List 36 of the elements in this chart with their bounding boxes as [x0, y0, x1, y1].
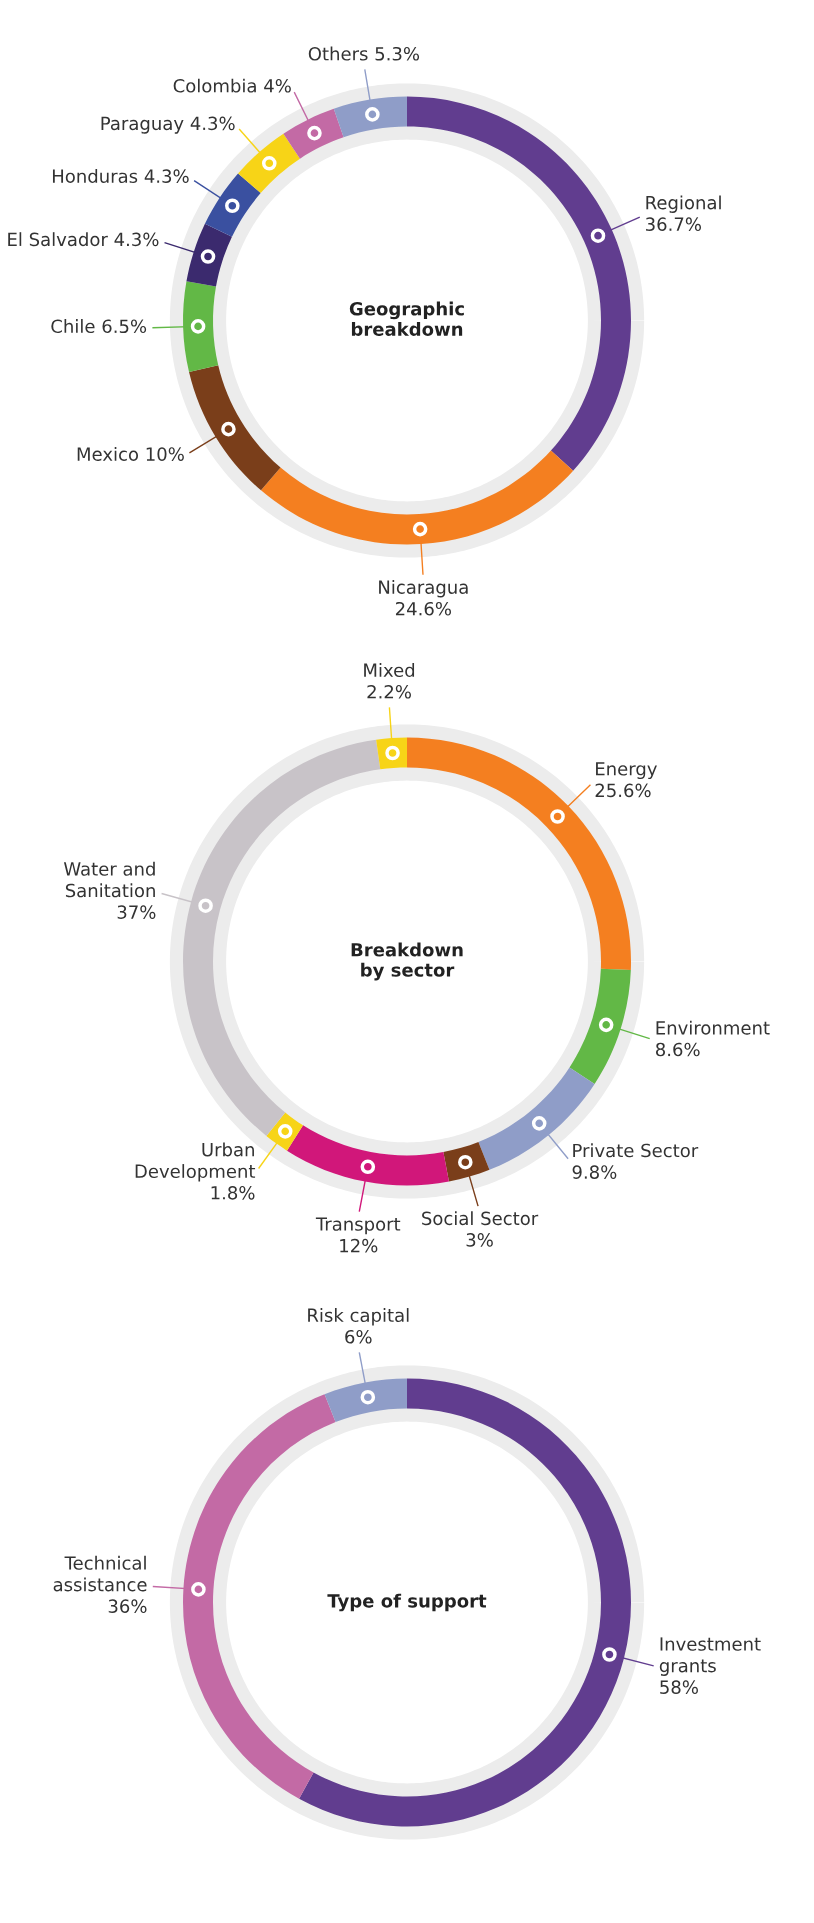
slice-label: Risk capital: [308, 1308, 409, 1326]
slice-label: Transport: [315, 1217, 401, 1235]
data-label: 37%: [117, 905, 156, 919]
data-label: 8.6%: [656, 1042, 700, 1057]
slice-label: Private Sector: [573, 1143, 699, 1158]
slice-label: Mixed: [364, 663, 415, 678]
data-label: 25.6%: [595, 783, 651, 798]
slice-label: Colombia 4%: [173, 78, 291, 93]
slice-label: Paraguay 4.3%: [101, 116, 235, 134]
slice-label: Urban Development: [135, 1142, 256, 1182]
slice-label: El Salvador 4.3%: [8, 232, 159, 247]
text: Breakdown by sector: [351, 942, 463, 981]
slice-label: Chile 6.5%: [51, 319, 147, 334]
slice-label: Energy: [596, 762, 657, 780]
data-label: 1.8%: [211, 1185, 255, 1200]
text: Geographic breakdown: [349, 301, 464, 336]
data-label: 6%: [345, 1329, 372, 1344]
data-label: 36.7%: [646, 217, 701, 232]
data-label: 9.8%: [572, 1165, 617, 1179]
slice-label: Nicaragua: [379, 579, 468, 598]
data-label: 2.2%: [367, 684, 411, 699]
slice-label: Regional: [646, 195, 721, 213]
data-label: 58%: [660, 1680, 698, 1694]
text: Type of support: [327, 1593, 487, 1612]
slice-label: Investment grants: [659, 1637, 761, 1676]
data-label: 36%: [108, 1599, 147, 1613]
slice-label: Honduras 4.3%: [52, 169, 189, 183]
slice-label: Mexico 10%: [77, 446, 184, 461]
data-label: 3%: [466, 1233, 493, 1247]
data-label: 24.6%: [395, 601, 452, 616]
data-label: 12%: [340, 1238, 378, 1253]
slice-label: Environment: [656, 1020, 770, 1035]
slice-label: Social Sector: [422, 1211, 539, 1226]
slice-label: Technical assistance: [53, 1555, 147, 1592]
slice-label: Others 5.3%: [308, 46, 420, 61]
slice-label: Water and Sanitation: [63, 861, 155, 898]
